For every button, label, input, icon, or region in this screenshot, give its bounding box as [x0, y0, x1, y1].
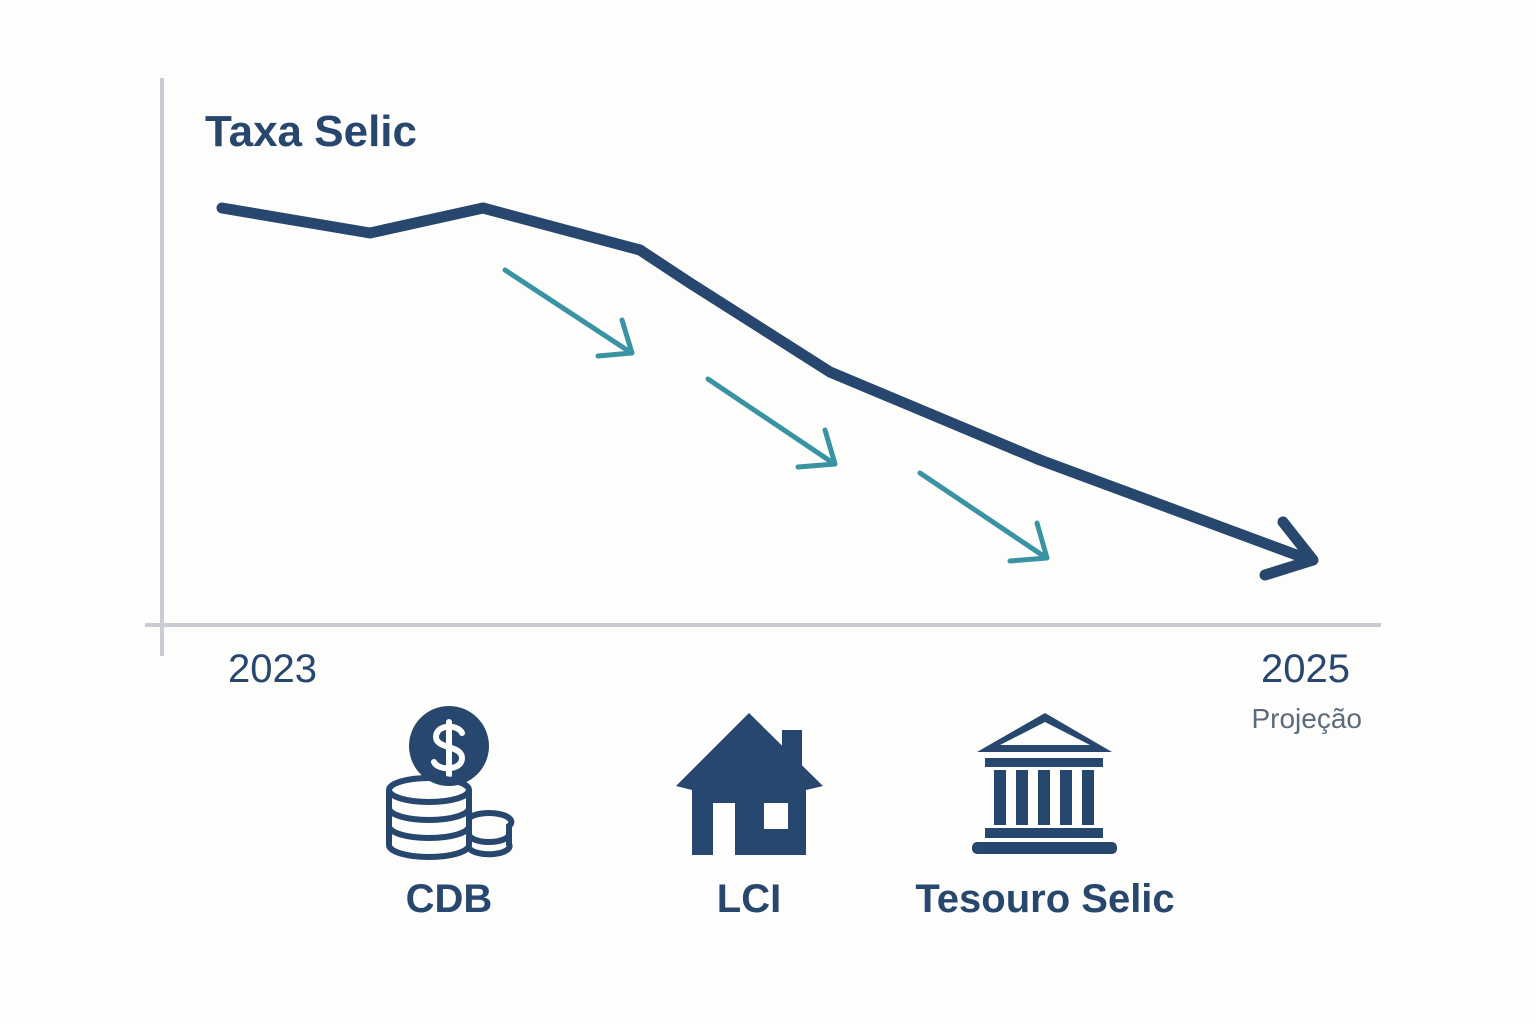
decline-arrow: [917, 470, 1048, 560]
decline-arrow: [502, 267, 633, 355]
product-label: Tesouro Selic: [915, 877, 1174, 921]
decline-arrows: [502, 267, 1050, 564]
decline-arrowhead: [795, 427, 838, 470]
decline-arrow: [705, 376, 836, 466]
product-label: CDB: [406, 877, 493, 921]
projection-note: Projeção: [1251, 703, 1362, 734]
chart-title: Taxa Selic: [205, 107, 417, 156]
end-year: 2025: [1261, 647, 1350, 691]
cdb-icon: [385, 706, 515, 860]
product-label: LCI: [717, 877, 781, 921]
start-year: 2023: [228, 647, 317, 691]
trend-arrowhead: [1259, 516, 1319, 581]
decline-arrowhead: [595, 317, 635, 359]
tesouro-icon: [972, 713, 1117, 854]
decline-arrowhead: [1007, 520, 1050, 564]
trend-line: [216, 202, 1316, 566]
lci-icon: [676, 713, 823, 855]
